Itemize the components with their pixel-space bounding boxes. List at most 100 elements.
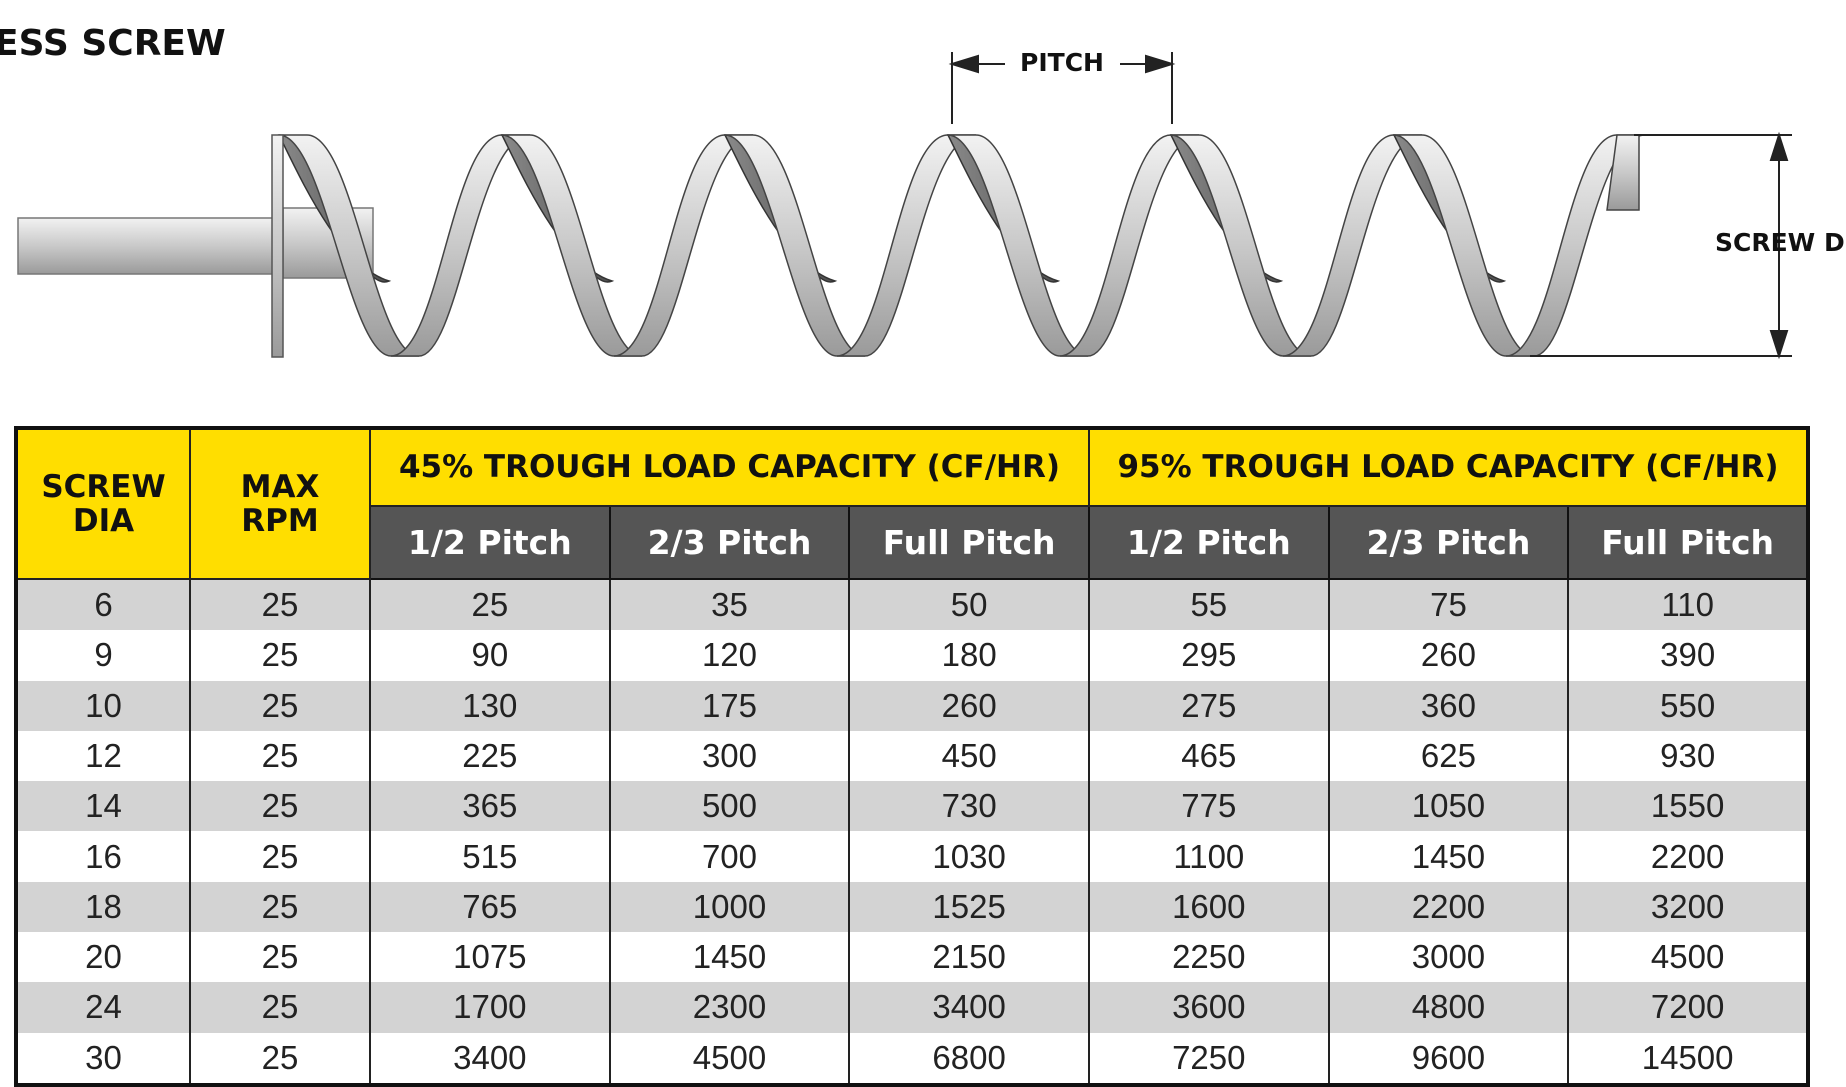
table-cell: 25 — [369, 579, 611, 631]
table-cell: 700 — [608, 831, 851, 882]
table-cell: 550 — [1567, 680, 1809, 731]
table-cell: 4500 — [1567, 932, 1809, 983]
table-cell: 25 — [189, 1032, 371, 1085]
table-row: 24 25 1700 2300 3400 3600 4800 7200 — [15, 982, 1809, 1033]
table-cell: 75 — [1327, 579, 1570, 631]
table-cell: 25 — [189, 781, 371, 832]
table-cell: 25 — [189, 730, 371, 782]
capacity-table: SCREW DIA MAX RPM 45% TROUGH LOAD CAPACI… — [14, 426, 1810, 1087]
table-cell: 1100 — [1087, 831, 1330, 882]
table-row: 9 25 90 120 180 295 260 390 — [15, 630, 1809, 681]
diameter-dimension — [1530, 131, 1792, 360]
table-cell: 2200 — [1567, 831, 1809, 882]
table-cell: 50 — [848, 579, 1090, 631]
table-cell: 260 — [1327, 630, 1570, 681]
table-cell: 1550 — [1567, 781, 1809, 832]
table-cell: 465 — [1087, 730, 1330, 782]
table-cell: 25 — [189, 630, 371, 681]
table-row: 16 25 515 700 1030 1100 1450 2200 — [15, 831, 1809, 882]
table-row: 18 25 765 1000 1525 1600 2200 3200 — [15, 881, 1809, 932]
table-cell: 120 — [608, 630, 851, 681]
title: ESS SCREW — [0, 23, 226, 64]
subcolumn-header: Full Pitch — [848, 505, 1090, 580]
table-cell: 3600 — [1087, 982, 1330, 1033]
flight — [1059, 134, 1200, 357]
table-cell: 3400 — [848, 982, 1090, 1033]
table-cell: 1030 — [848, 831, 1090, 882]
table-cell: 225 — [369, 730, 611, 782]
table-cell: 25 — [189, 881, 371, 932]
table-cell: 90 — [369, 630, 611, 681]
flight — [390, 134, 531, 357]
table-cell: 295 — [1087, 630, 1330, 681]
table-cell: 515 — [369, 831, 611, 882]
table-cell: 7250 — [1087, 1032, 1330, 1085]
subcolumn-header: 1/2 Pitch — [369, 505, 611, 580]
subcolumn-header: 1/2 Pitch — [1087, 505, 1330, 580]
table-row: 20 25 1075 1450 2150 2250 3000 4500 — [15, 932, 1809, 983]
table-cell: 110 — [1567, 579, 1809, 631]
table-cell: 2250 — [1087, 932, 1330, 983]
column-header: SCREW DIA — [15, 427, 191, 580]
table-cell: 450 — [848, 730, 1090, 782]
table-row: 12 25 225 300 450 465 625 930 — [15, 730, 1809, 782]
subcolumn-header: 2/3 Pitch — [1327, 505, 1570, 580]
diameter-label: SCREW DIA — [1715, 228, 1846, 257]
table-cell: 6 — [15, 579, 191, 631]
flight — [1282, 134, 1423, 357]
table-cell: 16 — [15, 831, 191, 882]
table-cell: 25 — [189, 932, 371, 983]
table-row: 14 25 365 500 730 775 1050 1550 — [15, 781, 1809, 832]
shaft — [17, 217, 284, 275]
table-cell: 1525 — [848, 881, 1090, 932]
table-cell: 3400 — [369, 1032, 611, 1085]
table-cell: 20 — [15, 932, 191, 983]
screw-diagram: ESS SCREW PITCH SCREW DIA — [0, 23, 1846, 360]
table-cell: 1600 — [1087, 881, 1330, 932]
table-cell: 1450 — [608, 932, 851, 983]
table-cell: 25 — [189, 579, 371, 631]
table-cell: 1050 — [1327, 781, 1570, 832]
table-cell: 55 — [1087, 579, 1330, 631]
table-cell: 4800 — [1327, 982, 1570, 1033]
group-header: 45% TROUGH LOAD CAPACITY (CF/HR) — [369, 427, 1090, 507]
table-cell: 260 — [848, 680, 1090, 731]
helix — [277, 134, 1646, 357]
table-cell: 35 — [608, 579, 851, 631]
table-cell: 30 — [15, 1032, 191, 1085]
table-cell: 365 — [369, 781, 611, 832]
table-cell: 24 — [15, 982, 191, 1033]
table-cell: 300 — [608, 730, 851, 782]
table-cell: 7200 — [1567, 982, 1809, 1033]
table-cell: 275 — [1087, 680, 1330, 731]
table-cell: 180 — [848, 630, 1090, 681]
table-cell: 1700 — [369, 982, 611, 1033]
table-cell: 775 — [1087, 781, 1330, 832]
table-cell: 3000 — [1327, 932, 1570, 983]
table-cell: 9 — [15, 630, 191, 681]
table-cell: 12 — [15, 730, 191, 782]
table-cell: 2300 — [608, 982, 851, 1033]
pitch-label: PITCH — [1020, 48, 1104, 77]
table-cell: 1000 — [608, 881, 851, 932]
table-cell: 625 — [1327, 730, 1570, 782]
flight — [836, 134, 977, 357]
table-cell: 18 — [15, 881, 191, 932]
table-cell: 4500 — [608, 1032, 851, 1085]
subcolumn-header: Full Pitch — [1567, 505, 1809, 580]
table-cell: 130 — [369, 680, 611, 731]
table-cell: 2200 — [1327, 881, 1570, 932]
column-header: MAX RPM — [189, 427, 371, 580]
table-row: 6 25 25 35 50 55 75 110 — [15, 579, 1809, 631]
table-cell: 14 — [15, 781, 191, 832]
table-cell: 6800 — [848, 1032, 1090, 1085]
table-cell: 10 — [15, 680, 191, 731]
table-cell: 930 — [1567, 730, 1809, 782]
table-cell: 3200 — [1567, 881, 1809, 932]
flight — [1606, 134, 1640, 211]
table-cell: 25 — [189, 831, 371, 882]
table-cell: 730 — [848, 781, 1090, 832]
table-cell: 9600 — [1327, 1032, 1570, 1085]
table-cell: 25 — [189, 982, 371, 1033]
